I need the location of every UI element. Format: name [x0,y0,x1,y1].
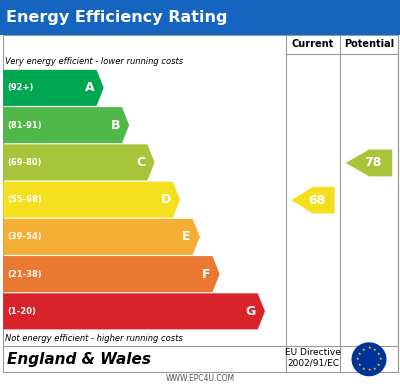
Polygon shape [346,149,392,177]
Text: Potential: Potential [344,39,394,49]
Text: ★: ★ [379,357,382,361]
Text: A: A [85,81,94,94]
Polygon shape [3,144,155,180]
Text: ★: ★ [373,367,376,371]
Polygon shape [3,182,180,218]
Text: (81-91): (81-91) [7,121,42,130]
Polygon shape [3,70,104,106]
Text: Very energy efficient - lower running costs: Very energy efficient - lower running co… [5,57,183,66]
Polygon shape [3,107,129,143]
Text: ★: ★ [367,346,371,350]
Text: B: B [110,119,120,132]
Text: EU Directive: EU Directive [285,348,341,357]
Text: (69-80): (69-80) [7,158,42,167]
Polygon shape [3,293,265,329]
Text: ★: ★ [362,367,365,371]
Text: ★: ★ [357,352,361,356]
Text: England & Wales: England & Wales [7,352,151,367]
Text: Not energy efficient - higher running costs: Not energy efficient - higher running co… [5,334,183,343]
Polygon shape [291,187,334,214]
Text: (1-20): (1-20) [7,307,36,316]
Bar [0,0,400,35]
Text: ★: ★ [377,352,381,356]
Text: F: F [202,268,210,281]
Text: 68: 68 [308,194,326,207]
Text: 78: 78 [364,156,382,170]
Text: C: C [136,156,146,169]
Text: Energy Efficiency Rating: Energy Efficiency Rating [6,10,228,25]
Polygon shape [3,256,220,292]
Text: ★: ★ [377,363,381,367]
Text: WWW.EPC4U.COM: WWW.EPC4U.COM [166,374,234,383]
Text: (55-68): (55-68) [7,195,42,204]
Text: ★: ★ [356,357,359,361]
Text: G: G [246,305,256,318]
Text: ★: ★ [373,348,376,352]
Text: (39-54): (39-54) [7,232,42,241]
Text: Current: Current [292,39,334,49]
Bar [3,35,398,372]
Circle shape [352,343,386,376]
Text: 2002/91/EC: 2002/91/EC [287,359,339,368]
Text: ★: ★ [362,348,365,352]
Text: D: D [161,193,171,206]
Text: E: E [182,230,191,243]
Text: ★: ★ [357,363,361,367]
Text: (21-38): (21-38) [7,270,42,279]
Polygon shape [3,219,200,255]
Text: (92+): (92+) [7,83,34,92]
Text: ★: ★ [367,368,371,372]
